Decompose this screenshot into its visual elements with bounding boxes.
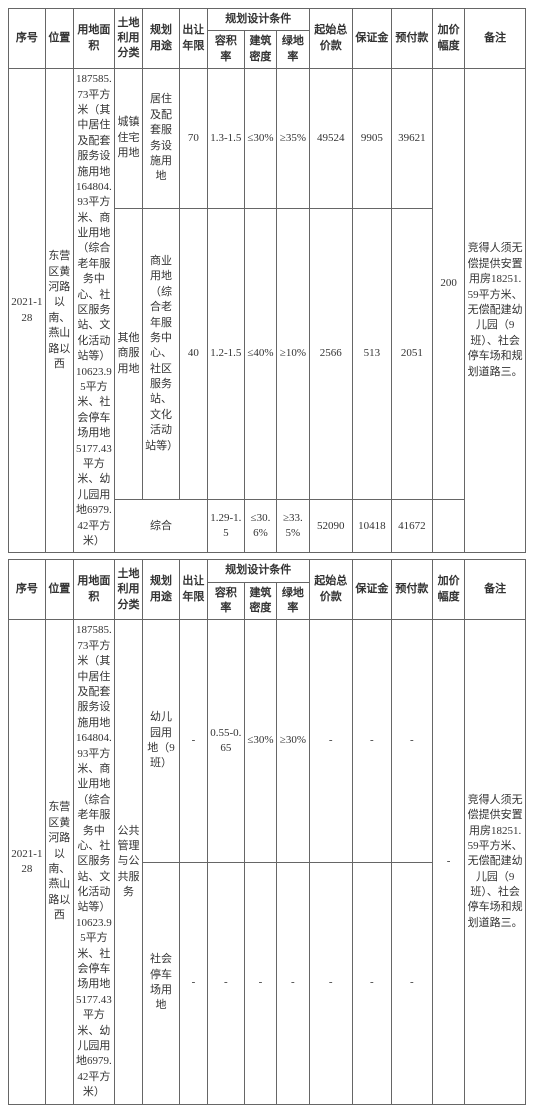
cell-sum-green: ≥33.5% — [277, 500, 309, 553]
cell-landclass: 其他商服用地 — [114, 208, 142, 499]
cell-start: 49524 — [309, 69, 352, 209]
h-loc: 位置 — [45, 9, 73, 69]
cell-density: ≤30% — [244, 620, 276, 862]
cell-prepay: 2051 — [391, 208, 432, 499]
cell-sum-start: 52090 — [309, 500, 352, 553]
h-start: 起始总价款 — [309, 560, 352, 620]
cell-sum-density: ≤30.6% — [244, 500, 276, 553]
header-row-1: 序号 位置 用地面积 土地利用分类 规划用途 出让年限 规划设计条件 起始总价款… — [9, 560, 526, 582]
h-area: 用地面积 — [73, 560, 114, 620]
h-designcond: 规划设计条件 — [207, 9, 309, 31]
h-seq: 序号 — [9, 9, 46, 69]
h-designcond: 规划设计条件 — [207, 560, 309, 582]
h-deposit: 保证金 — [352, 560, 391, 620]
cell-loc: 东营区黄河路以南、燕山路以西 — [45, 69, 73, 553]
h-green: 绿地率 — [277, 31, 309, 69]
cell-years: 70 — [179, 69, 207, 209]
cell-seq: 2021-128 — [9, 69, 46, 553]
h-remark: 备注 — [465, 9, 526, 69]
cell-green: ≥10% — [277, 208, 309, 499]
h-far: 容积率 — [207, 582, 244, 620]
h-area: 用地面积 — [73, 9, 114, 69]
h-loc: 位置 — [45, 560, 73, 620]
cell-years: 40 — [179, 208, 207, 499]
cell-density: ≤40% — [244, 208, 276, 499]
h-green: 绿地率 — [277, 582, 309, 620]
h-far: 容积率 — [207, 31, 244, 69]
table-row: 2021-128 东营区黄河路以南、燕山路以西 187585.73平方米（其中居… — [9, 69, 526, 209]
cell-planuse: 居住及配套服务设施用地 — [143, 69, 180, 209]
h-landclass: 土地利用分类 — [114, 9, 142, 69]
cell-prepay: 39621 — [391, 69, 432, 209]
cell-seq: 2021-128 — [9, 620, 46, 1104]
cell-landclass: 城镇住宅用地 — [114, 69, 142, 209]
cell-green: - — [277, 862, 309, 1104]
h-inc: 加价幅度 — [432, 560, 464, 620]
cell-density: - — [244, 862, 276, 1104]
h-start: 起始总价款 — [309, 9, 352, 69]
cell-loc: 东营区黄河路以南、燕山路以西 — [45, 620, 73, 1104]
header-row-1: 序号 位置 用地面积 土地利用分类 规划用途 出让年限 规划设计条件 起始总价款… — [9, 9, 526, 31]
cell-deposit: 9905 — [352, 69, 391, 209]
cell-years: - — [179, 862, 207, 1104]
cell-sum-label: 综合 — [114, 500, 207, 553]
table-row: 2021-128 东营区黄河路以南、燕山路以西 187585.73平方米（其中居… — [9, 620, 526, 862]
h-density: 建筑密度 — [244, 31, 276, 69]
h-years: 出让年限 — [179, 9, 207, 69]
cell-start: - — [309, 862, 352, 1104]
h-years: 出让年限 — [179, 560, 207, 620]
cell-sum-inc — [432, 500, 464, 553]
h-landclass: 土地利用分类 — [114, 560, 142, 620]
cell-remark: 竞得人须无偿提供安置用房18251.59平方米、无偿配建幼儿园（9班）、社会停车… — [465, 620, 526, 1104]
cell-planuse: 商业用地（综合老年服务中心、社区服务站、文化活动站等） — [143, 208, 180, 499]
h-deposit: 保证金 — [352, 9, 391, 69]
h-planuse: 规划用途 — [143, 9, 180, 69]
cell-planuse: 社会停车场用地 — [143, 862, 180, 1104]
cell-area: 187585.73平方米（其中居住及配套服务设施用地164804.93平方米、商… — [73, 69, 114, 553]
h-remark: 备注 — [465, 560, 526, 620]
cell-green: ≥35% — [277, 69, 309, 209]
cell-far: 1.2-1.5 — [207, 208, 244, 499]
h-prepay: 预付款 — [391, 9, 432, 69]
cell-green: ≥30% — [277, 620, 309, 862]
cell-start: - — [309, 620, 352, 862]
cell-inc: 200 — [432, 69, 464, 500]
h-density: 建筑密度 — [244, 582, 276, 620]
cell-far: 1.3-1.5 — [207, 69, 244, 209]
cell-far: 0.55-0.65 — [207, 620, 244, 862]
cell-planuse: 幼儿园用地（9班） — [143, 620, 180, 862]
cell-deposit: 513 — [352, 208, 391, 499]
cell-density: ≤30% — [244, 69, 276, 209]
cell-sum-deposit: 10418 — [352, 500, 391, 553]
h-planuse: 规划用途 — [143, 560, 180, 620]
cell-remark: 竞得人须无偿提供安置用房18251.59平方米、无偿配建幼儿园（9班）、社会停车… — [465, 69, 526, 553]
h-seq: 序号 — [9, 560, 46, 620]
cell-far: - — [207, 862, 244, 1104]
cell-start: 2566 — [309, 208, 352, 499]
cell-sum-far: 1.29-1.5 — [207, 500, 244, 553]
cell-inc: - — [432, 620, 464, 1104]
cell-landclass: 公共管理与公共服务 — [114, 620, 142, 1104]
cell-prepay: - — [391, 862, 432, 1104]
land-table-2: 序号 位置 用地面积 土地利用分类 规划用途 出让年限 规划设计条件 起始总价款… — [8, 559, 526, 1104]
land-table-1: 序号 位置 用地面积 土地利用分类 规划用途 出让年限 规划设计条件 起始总价款… — [8, 8, 526, 553]
cell-sum-prepay: 41672 — [391, 500, 432, 553]
cell-deposit: - — [352, 862, 391, 1104]
h-prepay: 预付款 — [391, 560, 432, 620]
cell-deposit: - — [352, 620, 391, 862]
h-inc: 加价幅度 — [432, 9, 464, 69]
cell-years: - — [179, 620, 207, 862]
cell-area: 187585.73平方米（其中居住及配套服务设施用地164804.93平方米、商… — [73, 620, 114, 1104]
cell-prepay: - — [391, 620, 432, 862]
